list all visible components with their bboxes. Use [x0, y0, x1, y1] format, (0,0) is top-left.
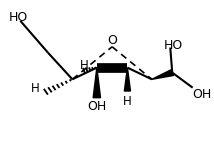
- Polygon shape: [152, 70, 174, 79]
- Polygon shape: [93, 68, 101, 98]
- Text: H: H: [31, 82, 40, 95]
- Text: H: H: [123, 95, 132, 108]
- Text: O: O: [107, 34, 117, 47]
- Text: OH: OH: [87, 100, 106, 113]
- Text: HO: HO: [9, 11, 28, 24]
- Text: HO: HO: [164, 39, 183, 52]
- Text: H: H: [80, 59, 89, 72]
- Text: OH: OH: [193, 88, 212, 101]
- Polygon shape: [124, 68, 131, 91]
